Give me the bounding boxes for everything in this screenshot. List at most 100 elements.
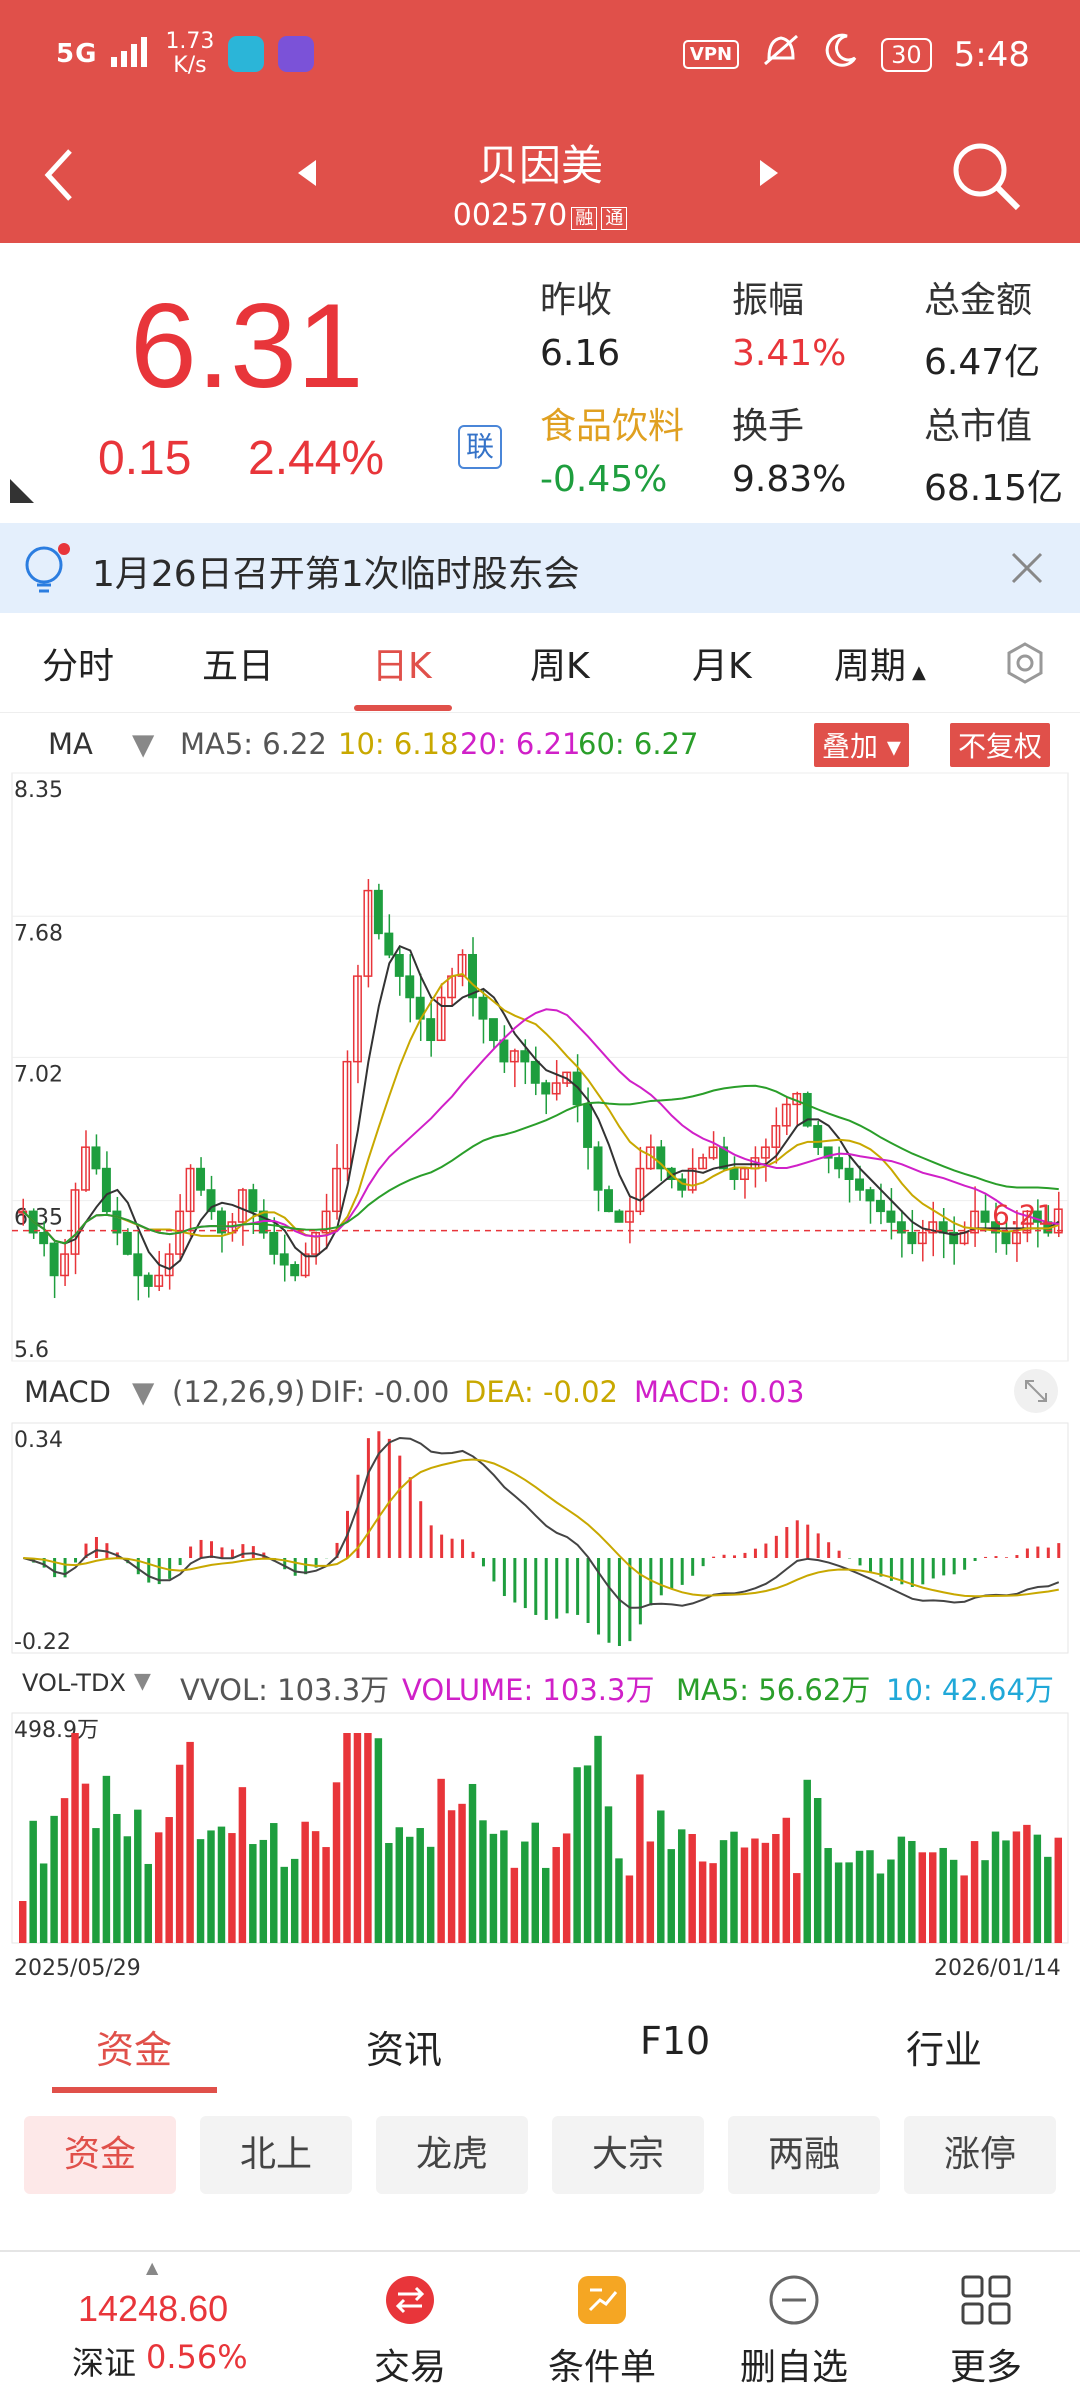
remove-watchlist-button[interactable]: 删自选: [724, 2274, 864, 2390]
price-change-pct: 2.44%: [248, 432, 385, 485]
macd-dif: DIF: -0.00: [310, 1375, 450, 1409]
kline-chart[interactable]: 8.35 7.68 7.02 6.35 5.6 6.21 0.34 -0.22 498.9万 20…: [0, 713, 1080, 1983]
candle-body: [583, 1103, 593, 1148]
volume-bar: [1002, 1840, 1010, 1943]
sub-filter-chips: 资金 北上 龙虎 大宗 两融 涨停: [0, 2112, 1080, 2202]
stat-value: 6.47亿: [924, 342, 1041, 383]
candle-body: [614, 1210, 624, 1223]
volume-bar: [81, 1783, 90, 1943]
candle-body: [154, 1274, 164, 1287]
volume-bar: [437, 1778, 445, 1943]
volume-bar: [270, 1823, 278, 1943]
adjust-button[interactable]: 不复权: [950, 723, 1051, 767]
chip-block-trade[interactable]: 大宗: [552, 2116, 704, 2194]
candle-body: [1053, 1208, 1063, 1234]
volume-bar: [426, 1846, 435, 1943]
ma-indicator-name[interactable]: MA: [48, 727, 93, 761]
macd-indicator-name[interactable]: MACD: [24, 1375, 111, 1409]
stat-value: -0.45%: [540, 459, 668, 500]
volume-bar: [447, 1810, 456, 1943]
stock-name: 贝因美: [476, 141, 603, 190]
volume-bar: [782, 1817, 791, 1943]
expand-corner-icon[interactable]: [10, 479, 34, 503]
chip-northbound[interactable]: 北上: [200, 2116, 352, 2194]
chip-funds[interactable]: 资金: [24, 2116, 176, 2194]
candle-body: [719, 1146, 729, 1170]
volume-bar: [542, 1867, 550, 1943]
close-icon[interactable]: [1010, 551, 1044, 589]
settings-icon[interactable]: [1003, 641, 1047, 689]
tab-intraday[interactable]: 分时: [42, 646, 115, 687]
volume-bar: [510, 1867, 519, 1943]
tab-industry[interactable]: 行业: [906, 2028, 983, 2072]
volume-bar: [458, 1803, 466, 1943]
expand-index-icon[interactable]: ▲: [146, 2258, 159, 2277]
volume-bar: [887, 1859, 895, 1943]
prev-stock-icon[interactable]: [298, 160, 318, 190]
candle-body: [70, 1189, 80, 1255]
candle-body: [363, 889, 373, 977]
chip-margin[interactable]: 两融: [728, 2116, 880, 2194]
tab-five-day[interactable]: 五日: [202, 646, 275, 687]
volume-bar: [374, 1738, 383, 1943]
candle-body: [300, 1253, 310, 1277]
chart-area[interactable]: MA ▼ MA5: 6.22 10: 6.18 20: 6.21 60: 6.2…: [0, 713, 1080, 1983]
tab-f10[interactable]: F10: [640, 2019, 711, 2063]
macd-dea-line: [23, 1458, 1059, 1598]
macd-dropdown-icon[interactable]: ▼: [132, 1375, 155, 1409]
current-price: 6.31: [130, 279, 364, 413]
volume-bar: [583, 1765, 592, 1943]
candle-body: [321, 1210, 331, 1234]
candle-body: [635, 1167, 645, 1213]
tab-period[interactable]: 周期 ▲: [834, 637, 926, 689]
volume-bar: [615, 1858, 623, 1943]
speed-unit: K/s: [173, 53, 207, 78]
ma20-line: [22, 1008, 1059, 1245]
clock: 5:48: [953, 34, 1030, 75]
ma-dropdown-icon[interactable]: ▼: [132, 727, 155, 761]
volume-bar: [280, 1866, 288, 1943]
ma10-line: [22, 972, 1060, 1245]
stat-label: 总金额: [924, 280, 1033, 321]
volume-bar: [562, 1833, 571, 1943]
volume-bar: [154, 1832, 163, 1943]
vol-indicator-name[interactable]: VOL-TDX: [22, 1669, 126, 1697]
related-button[interactable]: 联: [458, 425, 502, 469]
volume-bar: [761, 1842, 770, 1943]
vol-dropdown-icon[interactable]: ▼: [134, 1669, 151, 1694]
back-icon[interactable]: [40, 145, 80, 205]
volume-bar: [845, 1862, 853, 1943]
volume-bar: [123, 1836, 132, 1943]
lightbulb-icon: [20, 541, 76, 601]
candle-body: [332, 1167, 342, 1213]
candle-body: [143, 1274, 153, 1287]
more-button[interactable]: 更多: [916, 2274, 1056, 2390]
search-icon[interactable]: [950, 140, 1022, 216]
volume-bar: [667, 1849, 675, 1943]
tab-underline: [354, 705, 452, 711]
fullscreen-icon[interactable]: [1014, 1369, 1058, 1413]
chip-dragon-tiger[interactable]: 龙虎: [376, 2116, 528, 2194]
volume-bar: [343, 1733, 351, 1943]
tab-monthly-k[interactable]: 月K: [692, 646, 752, 687]
stat-label[interactable]: 食品饮料: [540, 406, 685, 447]
candle-body: [739, 1167, 749, 1181]
network-speed: 1.73 K/s: [165, 30, 214, 78]
conditional-order-button[interactable]: 条件单: [532, 2274, 672, 2390]
announcement-banner[interactable]: 1月26日召开第1次临时股东会: [0, 523, 1080, 613]
tab-weekly-k[interactable]: 周K: [530, 646, 590, 687]
tab-daily-k[interactable]: 日K: [372, 646, 432, 687]
candle-body: [60, 1253, 70, 1277]
next-stock-icon[interactable]: [758, 160, 778, 190]
caret-up-icon: ▲: [912, 662, 926, 683]
candle-body: [593, 1146, 603, 1191]
overlay-button[interactable]: 叠加 ▾: [814, 723, 909, 767]
tab-funds[interactable]: 资金: [96, 2028, 173, 2072]
volume-bar: [929, 1852, 937, 1943]
stat-value: 3.41%: [732, 333, 847, 374]
chip-limit-up[interactable]: 涨停: [904, 2116, 1056, 2194]
tab-news[interactable]: 资讯: [366, 2028, 443, 2072]
trade-button[interactable]: 交易: [340, 2274, 480, 2390]
candle-body: [311, 1231, 321, 1255]
index-value[interactable]: 14248.60: [78, 2288, 229, 2329]
